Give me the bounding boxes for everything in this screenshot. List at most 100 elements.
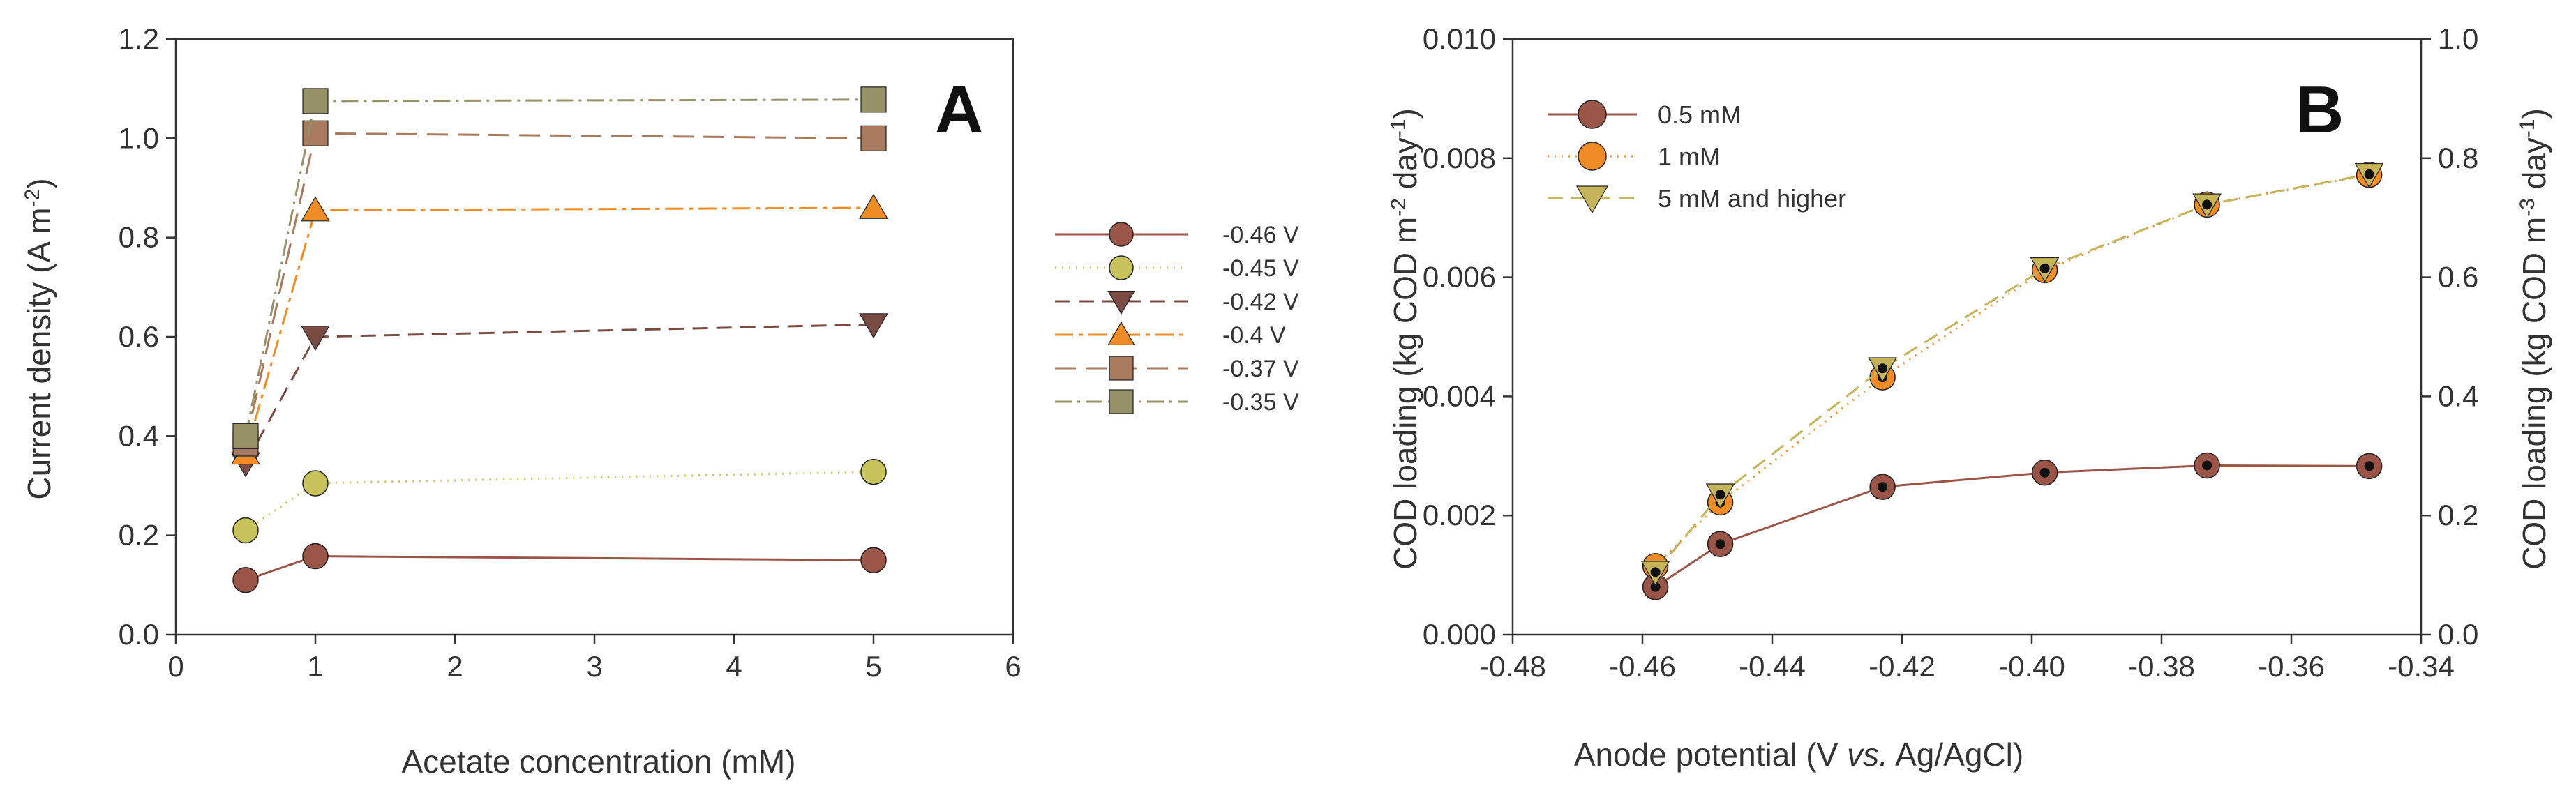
panel-a-legend-marker — [1107, 290, 1135, 315]
panel-b-point-dot — [1878, 363, 1888, 374]
panel-a-ytick-label: 1.2 — [119, 22, 159, 55]
panel-a-ytick-label: 0.8 — [119, 221, 159, 254]
panel-b-legend: 0.5 mM 1 mM 5 mM and higher — [1548, 100, 1846, 214]
panel-b-legend-marker — [1578, 142, 1607, 171]
panel-b-ytick-label: 0.002 — [1423, 499, 1496, 531]
panel-a-ytick-label: 0.4 — [119, 419, 159, 452]
panel-b-legend-label: 5 mM and higher — [1658, 184, 1846, 213]
panel-a-legend-item: -0.37 V — [1055, 356, 1299, 382]
panel-b-xtick-label: -0.44 — [1739, 650, 1806, 683]
panel-a-legend-item: -0.35 V — [1055, 389, 1299, 416]
panel-b-xtick-label: -0.36 — [2258, 650, 2325, 683]
panel-b-frame — [1511, 38, 2423, 636]
panel-b-series-0 — [1642, 452, 2383, 600]
panel-a-series-4 — [232, 120, 887, 457]
panel-a-xtick-label: 3 — [586, 650, 602, 683]
panel-b-xtick-label: -0.46 — [1609, 650, 1676, 683]
panel-a-series-2 — [231, 313, 888, 478]
panel-b-xtick-label: -0.42 — [1869, 650, 1935, 683]
panel-b-ylabel-left-end: ) — [1387, 108, 1423, 119]
panel-a-legend-label: -0.46 V — [1222, 222, 1299, 248]
panel-b-legend-marker — [1578, 100, 1607, 129]
panel-b-point-dot — [2202, 460, 2212, 471]
panel-a-legend-item: -0.42 V — [1055, 289, 1299, 315]
panel-b-legend-marker — [1575, 186, 1609, 214]
panel-a-legend-label: -0.37 V — [1222, 356, 1299, 382]
panel-b-ylabel-left-text: COD loading (kg COD m — [1387, 217, 1423, 570]
panel-a-label: A — [935, 73, 983, 147]
panel-b-ytick-label: 0.006 — [1423, 261, 1496, 294]
panel-b-legend-label: 1 mM — [1658, 142, 1721, 171]
panel-b-xtick-label: -0.40 — [1998, 650, 2065, 683]
panel-b-point-dot — [2039, 467, 2050, 478]
panel-a-series-line — [244, 323, 874, 464]
panel-b-series-1 — [1642, 161, 2383, 580]
panel-b-legend-item: 0.5 mM — [1548, 100, 1742, 129]
panel-a-legend-marker — [1107, 321, 1135, 346]
panel-a-point — [859, 313, 888, 339]
panel-b-ylabel-left: COD loading (kg COD m-2 day-1) — [1387, 108, 1423, 570]
panel-b-point-dot — [2364, 461, 2374, 471]
panel-a-series-line — [245, 555, 874, 582]
panel-a-point — [860, 547, 887, 573]
panel-a-legend-label: -0.42 V — [1222, 289, 1299, 315]
panel-b-legend-label: 0.5 mM — [1658, 100, 1742, 129]
panel-a-ylabel-text: Current density (A m — [21, 207, 57, 499]
panel-b-point-dot — [2364, 169, 2374, 179]
panel-b-ylabel-right-sup1: -3 — [2516, 198, 2539, 217]
panel-a-xtick-label: 1 — [307, 650, 323, 683]
panel-b-point-dot — [2039, 263, 2050, 273]
panel-a-xtick-label: 0 — [167, 650, 184, 683]
panel-a-legend-label: -0.45 V — [1222, 255, 1299, 282]
panel-a-legend-item: -0.46 V — [1055, 222, 1299, 248]
panel-b-point-dot — [1650, 582, 1661, 592]
panel-b-series-2 — [1640, 162, 2384, 586]
panel-a-ytick-label: 1.0 — [119, 121, 159, 154]
panel-b-point-dot — [1878, 482, 1888, 492]
panel-b-ytick-label: 0.008 — [1423, 142, 1496, 174]
panel-a-series-1 — [232, 458, 887, 544]
panel-a-frame — [174, 38, 1014, 636]
panel-a-point — [232, 566, 259, 593]
panel-a-series-line — [245, 471, 874, 531]
panel-a-xtick-label: 2 — [447, 650, 463, 683]
panel-b-point-dot — [1715, 490, 1725, 500]
panel-a-legend-item: -0.45 V — [1055, 255, 1299, 282]
panel-a-series-line — [244, 206, 874, 454]
panel-b-ytick-label: 0.000 — [1423, 618, 1496, 651]
panel-a-point — [302, 543, 329, 570]
panel-b-xlabel-pre: Anode potential (V — [1574, 736, 1847, 773]
panel-a-legend-marker — [1109, 389, 1134, 414]
panel-a-series — [231, 86, 888, 593]
panel-a-ytick-label: 0.0 — [119, 618, 159, 651]
panel-a: 0.0 0.2 0.4 0.6 0.8 1.0 1.2 0 1 2 3 4 5 6 A Acetate c… — [21, 22, 1299, 780]
panel-b-xlabel-italic: vs. — [1847, 736, 1888, 773]
panel-a-series-5 — [232, 86, 887, 449]
panel-a-xtick-label: 4 — [726, 650, 742, 683]
panel-a-point — [232, 423, 259, 449]
panel-b-series-line — [1654, 173, 2369, 573]
panel-a-legend-marker — [1109, 222, 1134, 247]
panel-b-ytick-right-label: 0.4 — [2438, 379, 2478, 412]
panel-b-ytick-right-label: 0.2 — [2438, 499, 2478, 531]
panel-b-ylabel-left-mid: day — [1387, 137, 1423, 198]
panel-b-ytick-right-label: 0.0 — [2438, 618, 2478, 651]
panel-a-point — [302, 470, 329, 497]
panel-b-point-dot — [1715, 539, 1725, 550]
panel-a-legend: -0.46 V -0.45 V -0.42 V -0.4 V -0.37 V -0.35 … — [1055, 222, 1299, 416]
panel-b-point-dot — [1650, 567, 1661, 577]
panel-a-ytick-label: 0.2 — [119, 519, 159, 552]
panel-b-series-line — [1654, 464, 2369, 588]
panel-a-legend-marker — [1109, 356, 1134, 381]
panel-a-ylabel-sup: -2 — [21, 189, 44, 208]
panel-b-label: B — [2296, 73, 2344, 147]
panel-a-ytick-label: 0.6 — [119, 320, 159, 353]
panel-b-ylabel-left-sup1: -2 — [1387, 198, 1410, 217]
panel-b-xlabel: Anode potential (V vs. Ag/AgCl) — [1574, 736, 2023, 773]
panel-a-series-3 — [231, 193, 888, 465]
panel-a-series-line — [244, 132, 874, 444]
panel-b-axes: 0.000 0.002 0.004 0.006 0.008 0.010 0.0 0.2 0.4 0… — [1423, 22, 2479, 683]
panel-a-point — [860, 86, 887, 113]
panel-b-xtick-label: -0.38 — [2128, 650, 2195, 683]
